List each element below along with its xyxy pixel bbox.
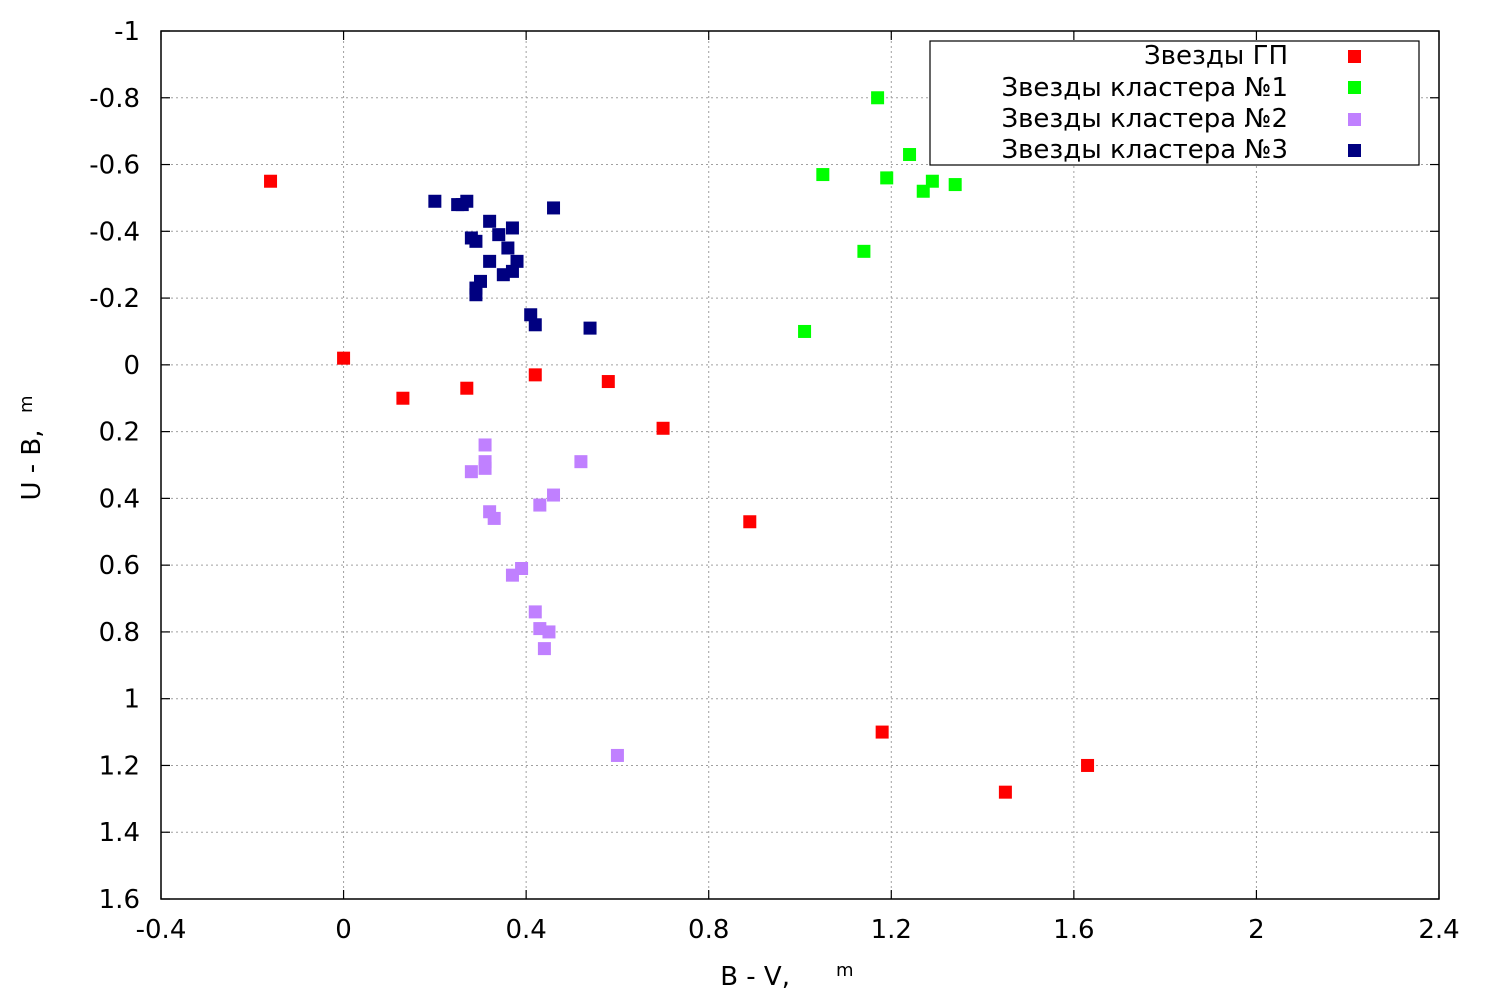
data-points [264,91,1095,799]
data-point-series-0 [1081,758,1095,772]
legend-label-cluster-3: Звезды кластера №3 [1001,135,1288,165]
y-tick-label: 1.2 [99,751,140,781]
data-point-series-2 [533,498,547,512]
legend-marker-cluster-3 [1348,144,1361,157]
data-point-series-3 [528,318,542,332]
data-point-series-1 [916,184,930,198]
x-axis-title: B - V, [720,962,790,992]
axis-ticks: -0.4 0 0.4 0.8 1.2 1.6 2 2.4 -1 -0.8 -0.6 -0.4 -0.2 0… [89,17,1459,945]
data-point-series-2 [478,438,492,452]
data-point-series-2 [574,455,588,469]
y-tick-label: 0.4 [99,484,140,514]
data-point-series-3 [469,288,483,302]
data-point-series-1 [948,178,962,192]
x-tick-label: 0 [335,915,352,945]
data-point-series-2 [487,511,501,525]
data-point-series-1 [871,91,885,105]
x-tick-label: 1.6 [1053,915,1094,945]
x-tick-label: 2 [1248,915,1265,945]
data-point-series-3 [510,254,524,268]
x-tick-label: 1.2 [871,915,912,945]
legend-label-cluster-2: Звезды кластера №2 [1001,104,1288,134]
data-point-series-3 [496,268,510,282]
y-axis-title-group: U - B, m [16,395,47,500]
data-point-series-3 [483,254,497,268]
data-point-series-3 [547,201,561,215]
data-point-series-2 [547,488,561,502]
data-point-series-2 [464,465,478,479]
y-tick-label: 0.8 [99,618,140,648]
data-point-series-2 [537,642,551,656]
y-tick-label: 0 [123,351,140,381]
data-point-series-0 [656,421,670,435]
data-point-series-0 [528,368,542,382]
legend-marker-cluster-2 [1348,113,1361,126]
data-point-series-3 [469,234,483,248]
data-point-series-1 [816,168,830,182]
data-point-series-2 [542,625,556,639]
y-axis-title: U - B, [17,429,47,500]
data-point-series-3 [460,194,474,208]
y-tick-label: -0.2 [89,284,140,314]
x-tick-label: 2.4 [1418,915,1459,945]
data-point-series-3 [524,308,538,322]
data-point-series-0 [998,785,1012,799]
data-point-series-3 [483,214,497,228]
x-tick-label: -0.4 [136,915,187,945]
data-point-series-0 [601,375,615,389]
data-point-series-1 [880,171,894,185]
plot-frame [160,30,1440,900]
data-point-series-3 [501,241,515,255]
legend: Звезды ГП Звезды кластера №1 Звезды клас… [929,40,1420,166]
legend-box [929,40,1420,166]
y-tick-label: -0.6 [89,151,140,181]
data-point-series-1 [903,148,917,162]
data-point-series-0 [460,381,474,395]
y-tick-label: 0.2 [99,418,140,448]
legend-label-main-sequence: Звезды ГП [1144,41,1288,71]
x-tick-label: 0.4 [505,915,546,945]
data-point-series-1 [925,174,939,188]
x-tick-label: 0.8 [688,915,729,945]
data-point-series-2 [610,748,624,762]
y-tick-label: 0.6 [99,551,140,581]
legend-marker-main-sequence [1348,50,1361,63]
data-point-series-3 [583,321,597,335]
data-point-series-0 [264,174,278,188]
data-point-series-2 [505,568,519,582]
data-point-series-0 [875,725,889,739]
y-tick-label: 1.4 [99,818,140,848]
y-tick-label: 1.6 [99,885,140,915]
y-tick-label: -1 [114,17,140,47]
data-point-series-1 [857,244,871,258]
data-point-series-2 [528,605,542,619]
data-point-series-2 [478,461,492,475]
legend-label-cluster-1: Звезды кластера №1 [1001,73,1288,103]
y-tick-label: -0.4 [89,217,140,247]
data-point-series-3 [492,228,506,242]
y-tick-label: -0.8 [89,84,140,114]
data-point-series-1 [798,324,812,338]
y-tick-label: 1 [123,685,140,715]
x-axis-unit: m [836,960,854,981]
data-point-series-0 [396,391,410,405]
legend-marker-cluster-1 [1348,81,1361,94]
data-point-series-0 [337,351,351,365]
y-axis-unit: m [16,395,37,413]
data-point-series-0 [743,515,757,529]
data-point-series-3 [428,194,442,208]
data-point-series-3 [505,221,519,235]
